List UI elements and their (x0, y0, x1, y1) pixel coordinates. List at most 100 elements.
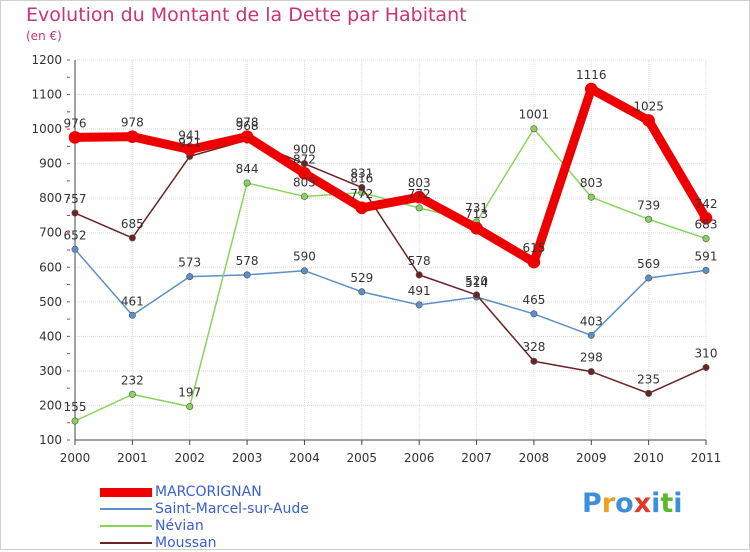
data-label: 844 (236, 162, 259, 176)
data-point (68, 131, 82, 144)
data-label: 569 (637, 257, 660, 271)
data-label: 872 (293, 152, 316, 166)
data-label: 921 (178, 135, 201, 149)
data-point (126, 130, 139, 143)
data-label: 772 (350, 187, 373, 201)
y-tick-label: 500 (39, 295, 62, 309)
logo-letter: P (582, 488, 602, 519)
data-label: 941 (178, 128, 201, 142)
data-point (587, 193, 595, 201)
data-label: 197 (178, 385, 201, 399)
data-label: 465 (522, 293, 545, 307)
legend-label: Moussan (155, 535, 217, 551)
data-point (71, 245, 79, 253)
data-point (186, 273, 194, 281)
data-label: 578 (408, 254, 431, 268)
data-point (71, 209, 79, 217)
data-label: 1116 (576, 68, 607, 82)
data-point (412, 190, 426, 204)
data-label: 328 (522, 340, 545, 354)
data-point (530, 310, 538, 318)
y-tick-label: 1000 (31, 122, 62, 136)
data-label: 683 (695, 218, 718, 232)
data-label: 1025 (633, 99, 664, 113)
x-tick-label: 2004 (289, 451, 320, 465)
data-point (527, 255, 541, 269)
data-label: 235 (637, 372, 660, 386)
data-label: 232 (121, 373, 144, 387)
legend-label: MARCORIGNAN (155, 484, 262, 500)
legend-label: Saint-Marcel-sur-Aude (155, 501, 309, 517)
legend-swatch (100, 542, 152, 544)
data-point (128, 234, 136, 242)
data-point (300, 160, 308, 168)
data-point (183, 143, 197, 156)
data-label: 805 (293, 175, 316, 189)
y-tick-label: 1100 (31, 88, 62, 102)
data-point (240, 130, 254, 143)
plot-area (75, 60, 706, 440)
data-label: 739 (637, 198, 660, 212)
data-label: 578 (236, 254, 259, 268)
data-label: 968 (236, 119, 259, 133)
data-point (300, 267, 308, 275)
data-point (186, 402, 194, 410)
data-label: 491 (408, 284, 431, 298)
data-point (584, 82, 598, 96)
data-point (642, 114, 655, 127)
series-line-marcorignan (70, 84, 711, 267)
legend-swatch (100, 487, 152, 497)
data-point (645, 274, 653, 282)
data-point (358, 183, 366, 191)
data-label: 615 (522, 241, 545, 255)
data-label: 461 (121, 294, 144, 308)
legend-swatch (100, 508, 152, 510)
data-label: 816 (350, 172, 373, 186)
data-label: 831 (350, 166, 373, 180)
x-tick-label: 2010 (633, 451, 664, 465)
x-tick-label: 2008 (519, 451, 550, 465)
x-tick-label: 2009 (576, 451, 607, 465)
legend-item: Saint-Marcel-sur-Aude (100, 501, 360, 518)
y-tick-label: 600 (39, 260, 62, 274)
data-point (473, 291, 481, 299)
data-label: 590 (293, 250, 316, 264)
data-point (470, 221, 483, 235)
data-point (415, 204, 423, 212)
x-tick-label: 2002 (174, 451, 205, 465)
data-label: 978 (236, 116, 259, 130)
data-label: 1001 (519, 108, 550, 122)
data-label: 900 (293, 143, 316, 157)
proxiti-logo: Proxiti (582, 488, 683, 519)
data-point (300, 192, 308, 200)
logo-letter: x (633, 488, 652, 519)
legend-swatch (100, 525, 152, 527)
data-label: 803 (580, 176, 603, 190)
data-label: 591 (695, 249, 718, 263)
data-point (530, 125, 538, 133)
y-tick-label: 100 (39, 433, 62, 447)
x-tick-label: 2003 (232, 451, 263, 465)
y-tick-label: 300 (39, 364, 62, 378)
chart-title: Evolution du Montant de la Dette par Hab… (26, 4, 467, 26)
x-tick-label: 2001 (117, 451, 148, 465)
series-line-saint-marcel-sur-aude (74, 248, 707, 337)
data-point (645, 215, 653, 223)
data-point (530, 357, 538, 365)
y-tick-label: 700 (39, 226, 62, 240)
data-label: 652 (64, 228, 87, 242)
data-point (243, 179, 251, 187)
legend-item: Névian (100, 518, 360, 535)
x-tick-label: 2011 (691, 451, 722, 465)
chart-subtitle: (en €) (26, 29, 62, 43)
data-label: 298 (580, 351, 603, 365)
y-tick-label: 400 (39, 329, 62, 343)
logo-letter: t (660, 488, 674, 519)
x-tick-label: 2006 (404, 451, 435, 465)
series-line-moussan (74, 139, 707, 395)
y-tick-label: 200 (39, 398, 62, 412)
data-point (587, 368, 595, 376)
data-label: 978 (121, 116, 144, 130)
logo-letter: r (601, 488, 616, 519)
